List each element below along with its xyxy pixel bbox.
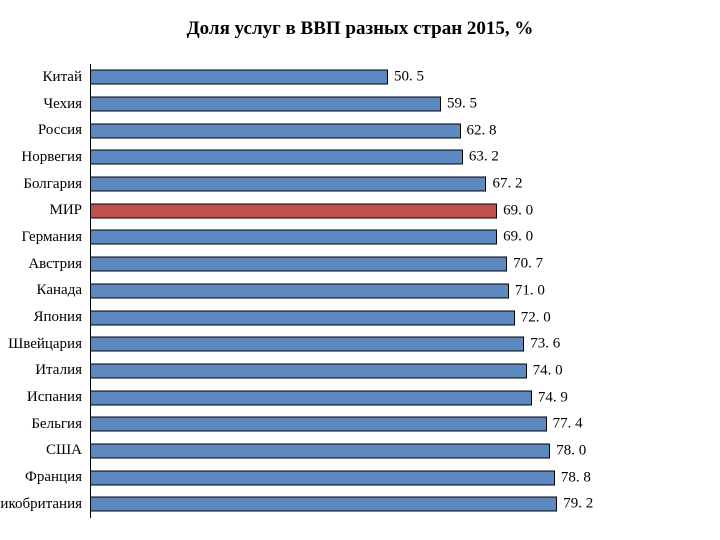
bar <box>90 363 527 378</box>
value-label: 74. 9 <box>538 389 568 406</box>
bar <box>90 230 497 245</box>
bar-row: Франция78. 8 <box>90 464 680 491</box>
bar-row: Германия69. 0 <box>90 224 680 251</box>
bar <box>90 390 532 405</box>
bar <box>90 417 547 432</box>
value-label: 59. 5 <box>447 96 477 113</box>
value-label: 73. 6 <box>530 336 560 353</box>
category-label: Испания <box>0 389 90 406</box>
bar <box>90 337 524 352</box>
bar <box>90 97 441 112</box>
bar-track: 73. 6 <box>90 331 680 358</box>
category-label: Канада <box>0 282 90 299</box>
category-label: Германия <box>0 229 90 246</box>
bar-track: 74. 0 <box>90 358 680 385</box>
value-label: 63. 2 <box>469 149 499 166</box>
bar-row: Китай50. 5 <box>90 64 680 91</box>
value-label: 71. 0 <box>515 282 545 299</box>
bar-track: 62. 8 <box>90 117 680 144</box>
category-label: Австрия <box>0 256 90 273</box>
category-label: Чехия <box>0 96 90 113</box>
bar-row: Швейцария73. 6 <box>90 331 680 358</box>
bar-row: Испания74. 9 <box>90 384 680 411</box>
bar-track: 71. 0 <box>90 278 680 305</box>
value-label: 74. 0 <box>533 362 563 379</box>
category-label: Италия <box>0 362 90 379</box>
category-label: Болгария <box>0 176 90 193</box>
bar-track: 50. 5 <box>90 64 680 91</box>
category-label: Япония <box>0 309 90 326</box>
bar-row: Бельгия77. 4 <box>90 411 680 438</box>
bar-track: 74. 9 <box>90 384 680 411</box>
value-label: 79. 2 <box>563 496 593 513</box>
bar <box>90 150 463 165</box>
value-label: 70. 7 <box>513 256 543 273</box>
category-label: Китай <box>0 69 90 86</box>
plot-area: Китай50. 5Чехия59. 5Россия62. 8Норвегия6… <box>90 64 680 518</box>
bar <box>90 257 507 272</box>
value-label: 78. 8 <box>561 469 591 486</box>
bar-track: 78. 0 <box>90 438 680 465</box>
category-label: Россия <box>0 122 90 139</box>
bar <box>90 203 497 218</box>
value-label: 62. 8 <box>467 122 497 139</box>
bar-row: МИР69. 0 <box>90 197 680 224</box>
bar-row: Италия74. 0 <box>90 358 680 385</box>
bar <box>90 283 509 298</box>
bar-row: США78. 0 <box>90 438 680 465</box>
bar-row: Япония72. 0 <box>90 304 680 331</box>
value-label: 69. 0 <box>503 229 533 246</box>
bar-row: Канада71. 0 <box>90 278 680 305</box>
category-label: МИР <box>0 202 90 219</box>
bar-track: 72. 0 <box>90 304 680 331</box>
category-label: Франция <box>0 469 90 486</box>
value-label: 67. 2 <box>492 176 522 193</box>
bar <box>90 177 486 192</box>
value-label: 77. 4 <box>553 416 583 433</box>
category-label: Швейцария <box>0 336 90 353</box>
bar-row: Австрия70. 7 <box>90 251 680 278</box>
value-label: 69. 0 <box>503 202 533 219</box>
bar <box>90 470 555 485</box>
bar-row: Норвегия63. 2 <box>90 144 680 171</box>
category-label: Норвегия <box>0 149 90 166</box>
bar-row: Чехия59. 5 <box>90 91 680 118</box>
chart-container: Доля услуг в ВВП разных стран 2015, % Ки… <box>0 0 720 540</box>
bar-track: 78. 8 <box>90 464 680 491</box>
value-label: 78. 0 <box>556 442 586 459</box>
bar-track: 69. 0 <box>90 197 680 224</box>
bar-track: 69. 0 <box>90 224 680 251</box>
bar <box>90 123 461 138</box>
bar-row: Россия62. 8 <box>90 117 680 144</box>
value-label: 50. 5 <box>394 69 424 86</box>
category-label: Бельгия <box>0 416 90 433</box>
bar-track: 67. 2 <box>90 171 680 198</box>
bar <box>90 310 515 325</box>
bar-row: Великобритания79. 2 <box>90 491 680 518</box>
category-label: Великобритания <box>0 496 90 513</box>
bar <box>90 70 388 85</box>
bar-track: 77. 4 <box>90 411 680 438</box>
bar-row: Болгария67. 2 <box>90 171 680 198</box>
bar-track: 79. 2 <box>90 491 680 518</box>
bar-track: 59. 5 <box>90 91 680 118</box>
bar <box>90 443 550 458</box>
bar <box>90 497 557 512</box>
value-label: 72. 0 <box>521 309 551 326</box>
bar-track: 63. 2 <box>90 144 680 171</box>
bar-track: 70. 7 <box>90 251 680 278</box>
chart-title: Доля услуг в ВВП разных стран 2015, % <box>0 18 720 40</box>
category-label: США <box>0 442 90 459</box>
